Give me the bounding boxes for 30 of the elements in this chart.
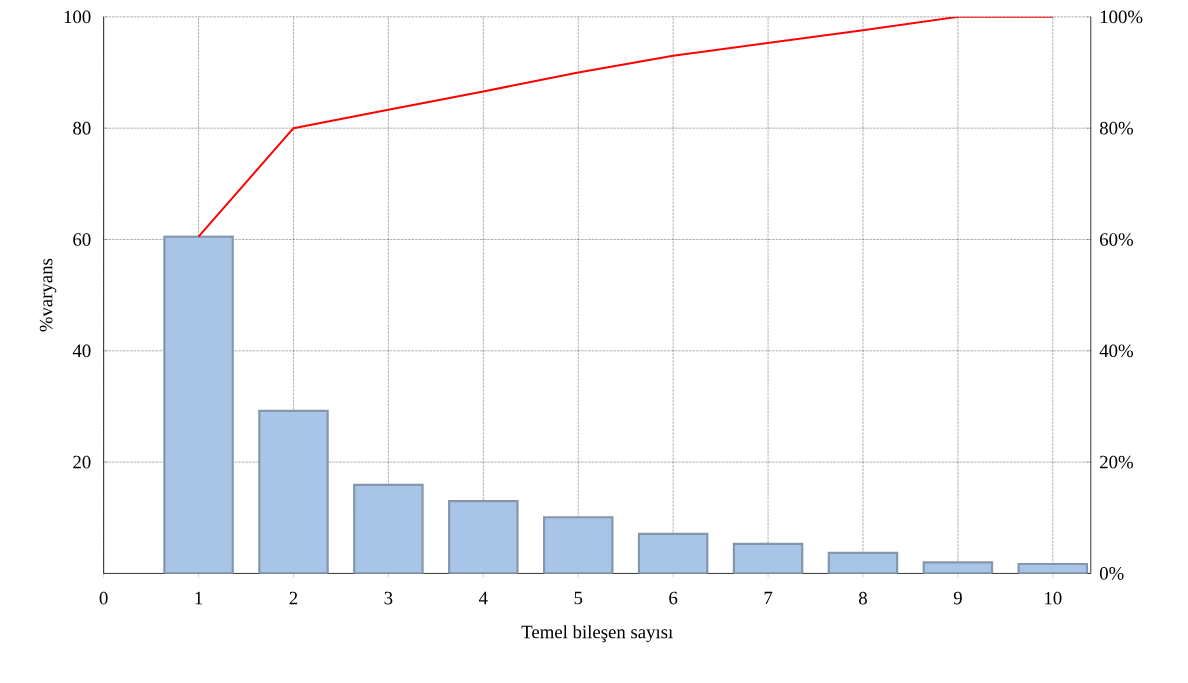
x-tick-label: 7 (764, 592, 773, 605)
y2-tick-label: 20% (1100, 455, 1133, 469)
x-tick-label: 10 (1045, 592, 1062, 605)
y-axis-title: %varyans (39, 259, 57, 332)
y-tick-label: 80 (73, 122, 91, 135)
x-tick-label: 1 (195, 592, 203, 605)
y-tick-label: 100 (64, 10, 91, 24)
y2-tick-label: 0% (1099, 567, 1124, 581)
y2-tick-label: 100% (1100, 10, 1143, 24)
y2-tick-label: 40% (1099, 344, 1133, 358)
bar (163, 235, 234, 574)
y2-tick-label: 60% (1100, 233, 1133, 247)
x-tick-label: 6 (669, 592, 678, 605)
bar (353, 484, 424, 574)
bar (258, 410, 329, 574)
x-axis-title: Temel bileşen sayısı (521, 625, 673, 643)
x-tick-label: 9 (953, 592, 962, 605)
y-tick-label: 40 (72, 344, 91, 358)
y-tick-label: 20 (73, 456, 91, 469)
x-tick-label: 4 (478, 592, 488, 605)
y2-tick-label: 80% (1099, 122, 1133, 135)
x-tick-label: 2 (289, 592, 298, 605)
x-tick-label: 5 (574, 592, 583, 605)
x-tick-label: 0 (99, 592, 108, 605)
bar (637, 533, 709, 574)
x-tick-label: 8 (859, 592, 867, 605)
x-tick-label: 3 (384, 592, 393, 605)
bar (448, 500, 519, 574)
y-tick-label: 60 (73, 233, 91, 247)
bar (542, 516, 614, 574)
